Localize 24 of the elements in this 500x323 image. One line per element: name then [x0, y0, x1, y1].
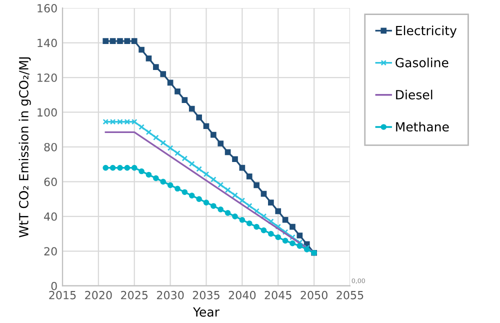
- y-tick-label: 0: [51, 282, 57, 290]
- y-tick-label: 80: [44, 142, 57, 152]
- y-tick-label: 40: [44, 212, 57, 221]
- x-tick-label: 2030: [156, 290, 184, 300]
- y-tick-label: 60: [44, 178, 57, 186]
- y-tick-label: 140: [38, 38, 57, 48]
- legend-label: Electricity: [396, 26, 457, 38]
- y-axis-title: WtT CO₂ Emission in gCO₂/MJ: [18, 57, 31, 238]
- y-tick-label: 20: [44, 247, 57, 256]
- y-tick-label: 160: [38, 4, 57, 12]
- x-tick-label: 2045: [264, 290, 292, 300]
- x-tick-label: 2025: [121, 290, 148, 300]
- x-tick-label: 2020: [85, 290, 112, 300]
- x-tick-label: 2050: [300, 290, 328, 300]
- x-tick-label: 2055: [336, 290, 364, 300]
- legend-label: Methane: [396, 122, 449, 132]
- y-tick-label: 100: [38, 108, 57, 117]
- legend-label: Diesel: [396, 90, 432, 100]
- legend-label: Gasoline: [396, 58, 448, 68]
- y-tick-label: 120: [38, 73, 57, 82]
- x-tick-label: 2015: [49, 290, 76, 300]
- x-tick-label: 2035: [192, 290, 220, 300]
- x-axis-title: Year: [192, 307, 220, 317]
- x-tick-label: 2040: [228, 290, 256, 300]
